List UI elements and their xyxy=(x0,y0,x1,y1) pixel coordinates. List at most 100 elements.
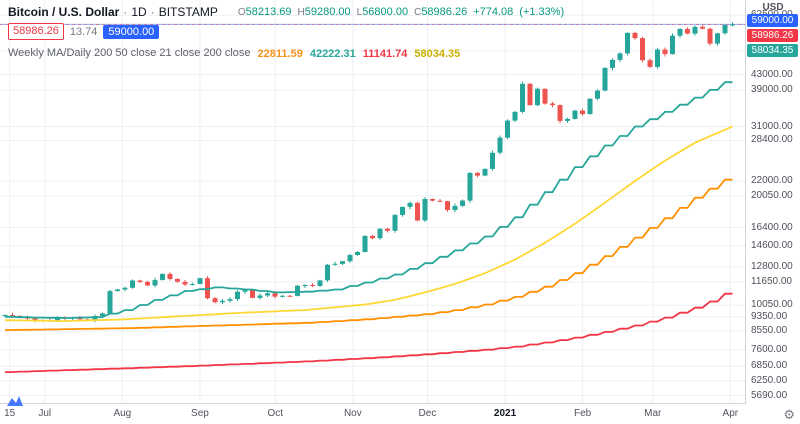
candle-body xyxy=(130,280,135,288)
candle-body xyxy=(430,199,435,201)
price-tick-label: 9350.00 xyxy=(751,310,788,322)
candle-body xyxy=(340,261,345,264)
interval-label[interactable]: 1D xyxy=(131,5,147,19)
change-percent: (+1.33%) xyxy=(519,6,565,18)
candle-body xyxy=(565,118,570,121)
candle-body xyxy=(257,295,263,298)
candle-body xyxy=(115,289,120,292)
open-label: O xyxy=(237,7,246,18)
currency-label: USD xyxy=(762,2,784,13)
close-label: C xyxy=(414,7,422,18)
candle-body xyxy=(235,291,240,300)
indicator-title[interactable]: Weekly MA/Daily 200 50 close 21 close 20… xyxy=(8,47,251,59)
time-tick-label: Nov xyxy=(343,408,362,419)
candle-body xyxy=(730,24,735,26)
candle-body xyxy=(362,235,368,252)
settings-gear-icon[interactable]: ⚙ xyxy=(783,407,795,422)
candle-body xyxy=(250,289,255,298)
tradingview-logo[interactable] xyxy=(6,394,24,412)
candle-body xyxy=(10,315,15,317)
candle-body xyxy=(452,205,458,210)
indicator-value: 11141.74 xyxy=(362,48,408,60)
candle-body xyxy=(265,293,270,296)
candle-body xyxy=(347,255,353,262)
close-value: 58986.26 xyxy=(421,6,468,18)
candle-body xyxy=(92,316,98,320)
candle-body xyxy=(677,28,683,36)
candle-body xyxy=(670,35,675,55)
low-value: 56800.00 xyxy=(362,6,409,18)
chart-legend: Bitcoin / U.S. Dollar · 1D · BITSTAMP O5… xyxy=(8,5,564,66)
price-line-row: 58986.26 13.74 59000.00 xyxy=(8,23,564,40)
time-axis[interactable]: 15 Jul Aug Sep Oct Nov Dec 2021 Feb Mar Apr xyxy=(0,403,800,424)
candle-body xyxy=(302,285,308,286)
price-tick-label: 8550.00 xyxy=(751,324,788,336)
candle-body xyxy=(617,53,623,60)
candle-body xyxy=(422,199,428,221)
ohlc-readout: O58213.69 H59280.00 L56800.00 C58986.26 +774… xyxy=(232,6,564,18)
high-value: 59280.00 xyxy=(304,6,351,18)
candle-body xyxy=(242,289,248,292)
candle-body xyxy=(475,172,480,176)
indicator-value: 58034.35 xyxy=(414,48,461,60)
candle-body xyxy=(460,200,465,206)
candle-body xyxy=(557,105,563,121)
candle-body xyxy=(182,281,188,285)
exchange-label[interactable]: BITSTAMP xyxy=(158,5,218,19)
symbol-title[interactable]: Bitcoin / U.S. Dollar xyxy=(8,5,120,19)
alert-price-badge[interactable]: 59000.00 xyxy=(103,24,160,39)
time-tick-label: Feb xyxy=(574,408,592,419)
low-label: L xyxy=(356,7,363,18)
price-tick-label: 14600.00 xyxy=(751,240,793,252)
indicator-values: 22811.59 42222.31 11141.74 58034.35 xyxy=(251,44,461,62)
open-value: 58213.69 xyxy=(245,6,292,18)
candle-body xyxy=(542,88,548,104)
candle-body xyxy=(325,264,330,281)
candle-body xyxy=(527,83,533,106)
candle-body xyxy=(722,24,728,34)
candle-body xyxy=(152,280,158,286)
time-tick-label: Sep xyxy=(191,408,209,419)
candle-body xyxy=(175,279,180,282)
separator-dot: · xyxy=(123,5,128,19)
ma-orange-line xyxy=(5,178,733,331)
candle-body xyxy=(707,28,713,44)
time-tick-label: 2021 xyxy=(493,408,517,419)
candle-body xyxy=(587,98,593,115)
time-tick-label: Aug xyxy=(113,408,132,419)
candle-body xyxy=(535,88,540,106)
candle-body xyxy=(377,228,383,239)
candle-body xyxy=(2,315,8,317)
time-tick-label: Mar xyxy=(644,408,662,419)
candle-body xyxy=(482,168,488,176)
change-value: +774.08 xyxy=(473,6,514,18)
price-badge: 59000.00 xyxy=(747,14,798,27)
price-tick-label: 11650.00 xyxy=(751,275,792,287)
candle-body xyxy=(55,317,60,322)
time-tick-label: Apr xyxy=(722,408,739,419)
candle-body xyxy=(415,202,420,221)
candle-body xyxy=(580,110,585,115)
candle-body xyxy=(167,273,173,279)
price-axis[interactable]: USD 62500.0049900.0043000.0039000.003100… xyxy=(745,0,800,404)
candle-body xyxy=(512,111,518,121)
last-price-box[interactable]: 58986.26 xyxy=(8,23,64,40)
candle-body xyxy=(640,38,645,61)
candle-body xyxy=(715,33,720,44)
candle-body xyxy=(227,299,233,301)
candle-body xyxy=(700,26,705,29)
price-tick-label: 10050.00 xyxy=(751,299,793,311)
candle-body xyxy=(100,313,105,317)
price-tick-label: 16400.00 xyxy=(751,221,793,233)
time-tick-label: Dec xyxy=(418,408,437,419)
candle-body xyxy=(467,172,473,201)
candle-body xyxy=(332,263,338,265)
candle-body xyxy=(317,280,323,286)
candle-body xyxy=(220,300,225,303)
high-label: H xyxy=(297,7,305,18)
ma-red-line xyxy=(5,292,733,373)
price-tick-label: 43000.00 xyxy=(751,68,793,80)
candle-body xyxy=(400,206,405,215)
ma-green-line xyxy=(5,81,733,319)
